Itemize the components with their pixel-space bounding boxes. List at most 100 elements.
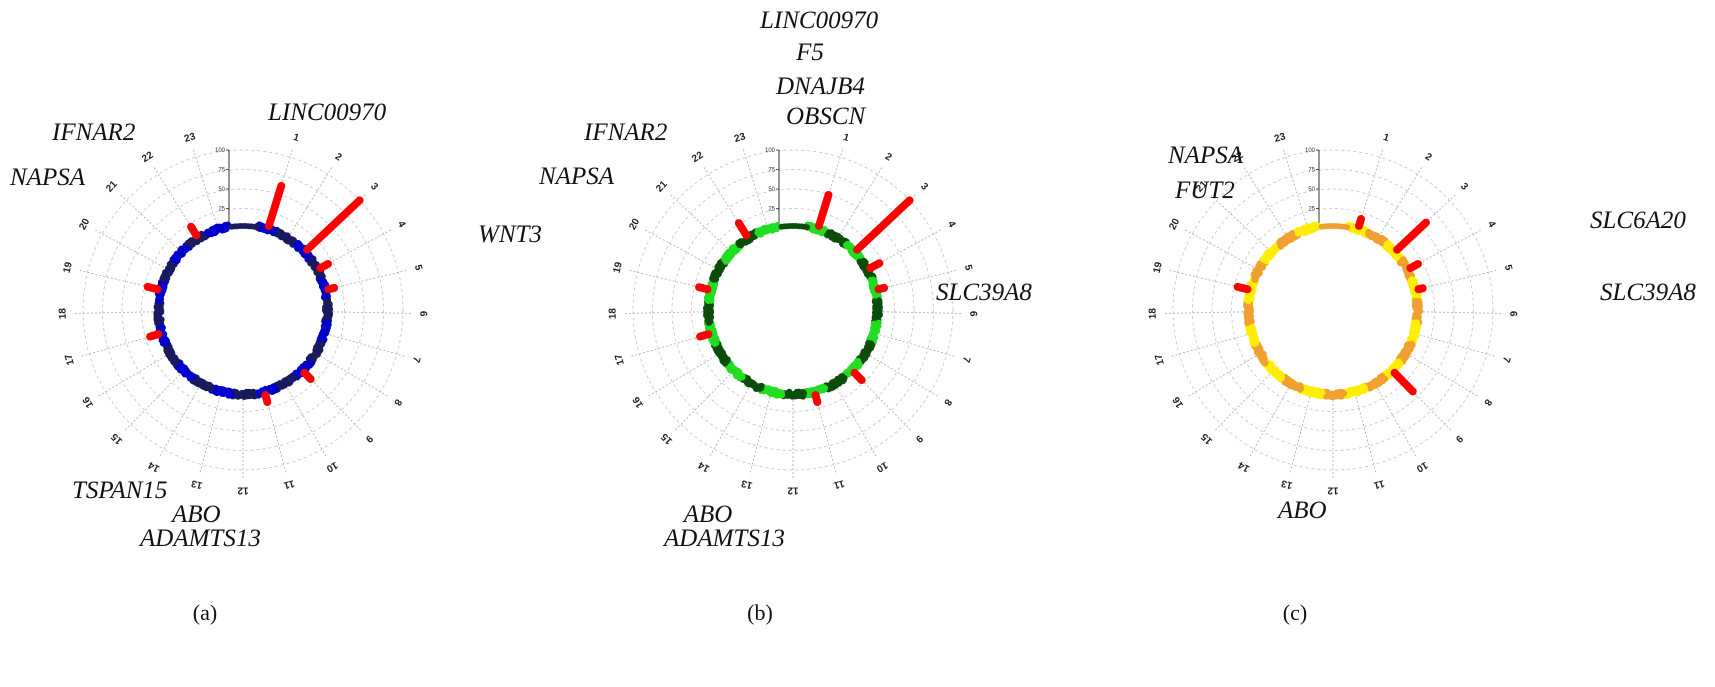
chromosome-label: 18 [58,308,69,320]
significant-snp [1421,218,1430,227]
gene-label: WNT3 [478,221,542,248]
chromosome-spoke [324,311,411,314]
chromosome-spoke [199,389,223,473]
snp-point [228,223,235,230]
chromosome-label: 14 [696,459,711,474]
chromosome-label: 8 [941,397,954,408]
chromosome-spoke [1353,389,1377,473]
chromosome-label: 5 [962,264,974,272]
chromosome-spoke [1243,167,1290,241]
chromosome-label: 15 [109,430,125,446]
significant-snp [1413,259,1422,268]
chromosome-spoke [709,381,753,457]
chromosome-spoke [1283,149,1310,232]
chromosome-label: 4 [945,219,958,230]
significant-snp [146,332,155,341]
guide-circle [1172,149,1494,471]
gene-label: ABO [682,501,733,528]
chromosome-spoke [863,351,938,397]
chromosome-label: 10 [324,459,339,474]
snp-point [1318,223,1325,230]
snp-point [778,223,785,230]
guide-circle [632,149,954,471]
gene-label: F5 [795,39,824,66]
chromosome-label: 21 [104,179,120,195]
chromosome-label: 14 [1236,459,1251,474]
panel-label: (c) [1283,600,1307,625]
gene-label: NAPSA [1167,142,1244,169]
chromosome-label: 6 [1507,311,1518,317]
chromosome-label: 16 [81,394,96,410]
chromosome-label: 16 [631,394,646,410]
guide-circle [82,149,404,471]
gene-label: LINC00970 [267,99,387,126]
chromosome-label: 18 [608,308,619,320]
chromosome-spoke [833,381,877,457]
chromosome-spoke [159,381,203,457]
chromosome-label: 23 [733,131,747,145]
chromosome-spoke [670,194,734,255]
radial-tick-label: 50 [768,187,775,193]
guide-circle [691,208,895,412]
significant-snp [905,196,914,205]
significant-snp [875,259,884,268]
chromosome-label: 16 [1171,394,1186,410]
gene-label: ABO [170,501,221,528]
gene-label: NAPSA [538,163,615,190]
gene-label: LINC00970 [759,7,879,34]
chromosome-label: 11 [1372,477,1385,490]
chromosome-label: 3 [918,181,930,193]
chromosome-spoke [95,229,172,272]
chromosome-label: 15 [659,430,675,446]
chromosome-spoke [1188,351,1263,397]
significant-snp [813,398,822,407]
gene-label: ADAMTS13 [138,525,261,552]
chromosome-label: 2 [883,151,894,164]
gene-label: IFNAR2 [583,119,667,146]
chromosome-spoke [1249,381,1293,457]
chromosome-spoke [648,351,723,397]
chromosome-label: 19 [612,260,625,274]
radial-tick-label: 75 [218,168,225,174]
guide-circle [121,188,365,432]
chromosome-label: 7 [410,355,422,364]
radial-tick-label: 75 [1308,168,1315,174]
chromosome-label: 21 [654,179,670,195]
chromosome-label: 8 [1481,397,1494,408]
gene-label: DNAJB4 [775,73,865,100]
chromosome-label: 3 [368,181,380,193]
significant-snp [824,190,833,199]
chromosome-spoke [625,311,712,314]
manhattan-panel-3: 1234567891011121314151617181920212223025… [1148,131,1697,625]
chromosome-label: 19 [62,260,75,274]
chromosome-spoke [283,381,327,457]
chromosome-label: 23 [1273,131,1287,145]
significant-snp [1418,284,1427,293]
chromosome-spoke [874,311,961,314]
gene-label: SLC39A8 [936,279,1032,306]
chromosome-label: 22 [690,150,706,165]
chromosome-spoke [871,332,955,357]
chromosome-label: 10 [874,459,889,474]
chromosome-label: 13 [190,477,204,491]
chromosome-label: 19 [1152,260,1165,274]
gene-label: IFNAR2 [51,119,135,146]
chromosome-spoke [193,149,220,232]
gene-label: SLC6A20 [1590,207,1686,234]
chromosome-label: 9 [1453,433,1465,445]
significant-snp [696,332,705,341]
chromosome-label: 2 [333,151,344,164]
gene-label: SLC39A8 [1600,279,1696,306]
guide-circle [102,169,384,451]
chromosome-label: 13 [1280,477,1294,491]
chromosome-label: 20 [77,216,92,231]
chromosome-label: 9 [363,433,375,445]
significant-snp [695,283,704,292]
chromosome-spoke [1171,332,1255,357]
chromosome-label: 11 [832,477,845,490]
chromosome-spoke [645,229,722,272]
chromosome-label: 9 [913,433,925,445]
guide-circle [1211,188,1455,432]
chromosome-label: 13 [740,477,754,491]
